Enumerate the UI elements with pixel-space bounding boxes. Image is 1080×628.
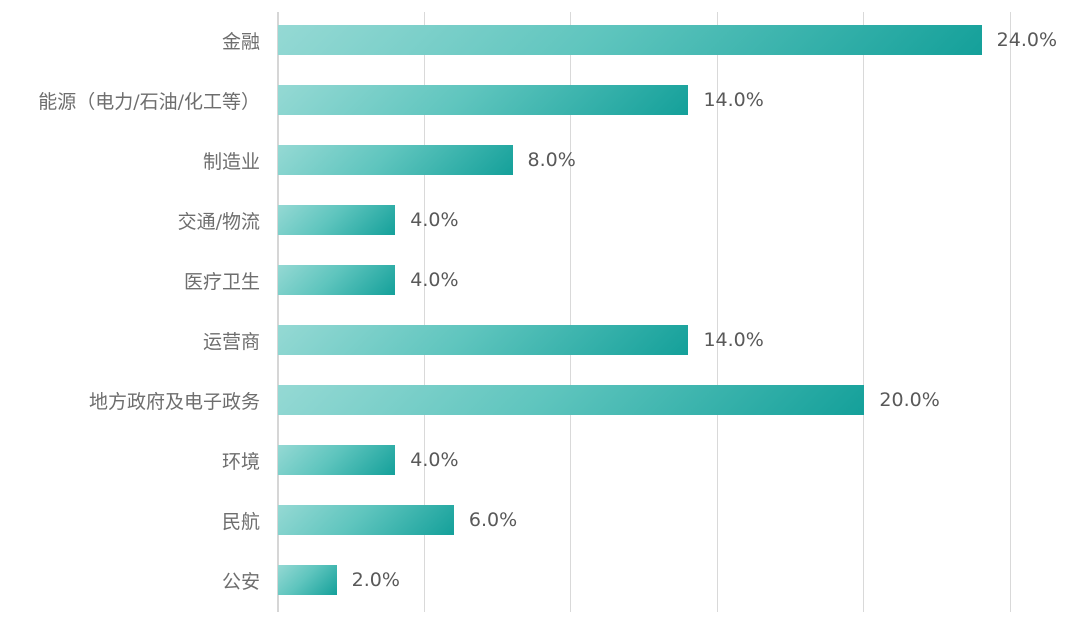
category-label: 民航	[221, 510, 260, 533]
bar	[278, 385, 865, 415]
bar	[278, 205, 396, 235]
bar	[278, 565, 337, 595]
bar	[278, 25, 982, 55]
bar-area: 4.0%	[277, 430, 1010, 490]
category-label: 公安	[221, 570, 260, 593]
value-label: 20.0%	[879, 389, 940, 411]
bar	[278, 85, 689, 115]
category-label: 环境	[221, 450, 260, 473]
bar	[278, 505, 454, 535]
category-label: 交通/物流	[177, 210, 260, 233]
chart-row: 运营商 14.0%	[0, 310, 1080, 370]
bar-area: 14.0%	[277, 310, 1010, 370]
gridline	[863, 12, 865, 612]
chart-row: 民航 6.0%	[0, 490, 1080, 550]
value-label: 6.0%	[468, 509, 518, 531]
category-label: 医疗卫生	[183, 270, 260, 293]
bar	[278, 445, 396, 475]
gridline	[570, 12, 572, 612]
category-label: 金融	[221, 30, 260, 53]
bar-area: 4.0%	[277, 250, 1010, 310]
value-label: 2.0%	[351, 569, 400, 591]
gridline	[1010, 12, 1011, 612]
chart-row: 环境 4.0%	[0, 430, 1080, 490]
bar	[278, 145, 513, 175]
value-label: 8.0%	[527, 149, 576, 171]
bar-area: 2.0%	[277, 550, 1010, 610]
bar-area: 20.0%	[277, 370, 1010, 430]
gridlines	[0, 12, 1080, 612]
y-axis-line	[277, 12, 279, 612]
value-label: 4.0%	[410, 269, 459, 291]
chart-row: 交通/物流 4.0%	[0, 190, 1080, 250]
bar	[278, 325, 689, 355]
chart-row: 公安 2.0%	[0, 550, 1080, 610]
category-label: 能源（电力/石油/化工等）	[38, 90, 260, 113]
value-label: 14.0%	[703, 329, 764, 351]
chart-row: 医疗卫生 4.0%	[0, 250, 1080, 310]
bar-area: 6.0%	[277, 490, 1010, 550]
bar-area: 14.0%	[277, 70, 1010, 130]
value-label: 4.0%	[410, 209, 459, 231]
category-label: 制造业	[202, 150, 260, 173]
category-label: 运营商	[202, 330, 260, 353]
value-label: 14.0%	[703, 89, 764, 111]
chart-row: 地方政府及电子政务 20.0%	[0, 370, 1080, 430]
chart-row: 金融 24.0%	[0, 10, 1080, 70]
gridline	[716, 12, 718, 612]
value-label: 24.0%	[996, 29, 1058, 51]
bar-area: 4.0%	[277, 190, 1010, 250]
bar-area: 8.0%	[277, 130, 1010, 190]
chart-rows: 金融 24.0% 能源（电力/石油/化工等） 14.0% 制造业 8.0% 交通/物流 4.0…	[0, 10, 1080, 610]
category-label: 地方政府及电子政务	[88, 390, 260, 413]
bar	[278, 265, 396, 295]
chart-row: 能源（电力/石油/化工等） 14.0%	[0, 70, 1080, 130]
chart-row: 制造业 8.0%	[0, 130, 1080, 190]
bar-area: 24.0%	[277, 10, 1057, 70]
gridline	[423, 12, 425, 612]
value-label: 4.0%	[410, 449, 459, 471]
